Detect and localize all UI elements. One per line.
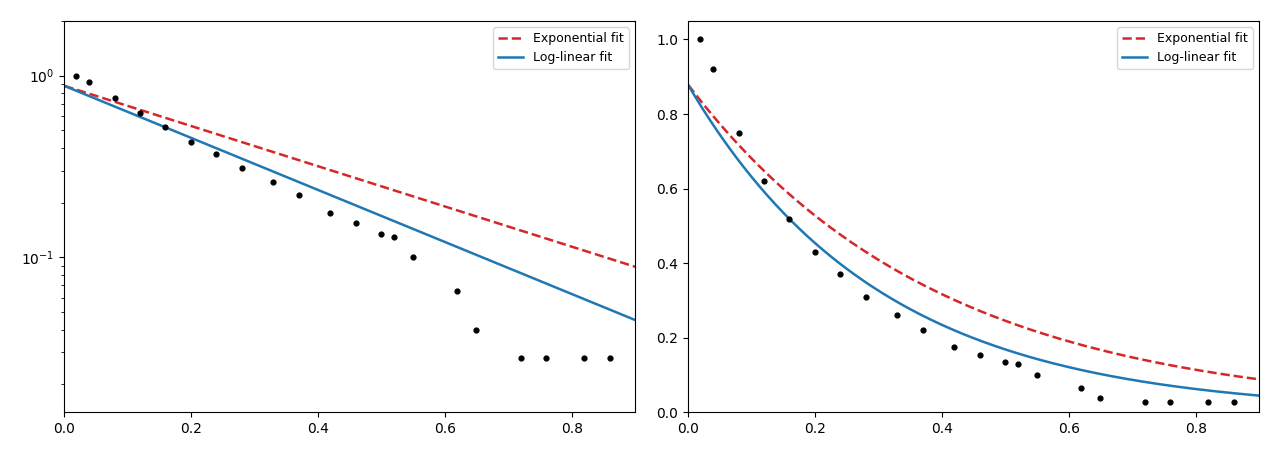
- Point: [575, 354, 595, 361]
- Log-linear fit: [332, 196, 347, 201]
- Point: [447, 287, 467, 295]
- Point: [403, 254, 424, 261]
- Point: [129, 110, 150, 117]
- Point: [887, 312, 908, 319]
- Point: [384, 233, 404, 240]
- Exponential fit: [614, 260, 630, 265]
- Point: [104, 95, 124, 102]
- Exponential fit: [627, 264, 643, 270]
- Point: [1027, 372, 1047, 379]
- Exponential fit: [328, 169, 343, 175]
- Exponential fit: [1148, 360, 1164, 365]
- Point: [1091, 394, 1111, 401]
- Exponential fit: [332, 170, 347, 175]
- Log-linear fit: [627, 317, 643, 323]
- Point: [945, 344, 965, 351]
- Point: [67, 72, 87, 79]
- Exponential fit: [955, 301, 970, 307]
- Point: [855, 293, 876, 301]
- Log-linear fit: [525, 275, 540, 281]
- Exponential fit: [681, 82, 696, 88]
- Exponential fit: [397, 191, 412, 196]
- Exponential fit: [1252, 377, 1267, 382]
- Point: [206, 150, 227, 158]
- Point: [804, 249, 824, 256]
- Log-linear fit: [1148, 381, 1164, 387]
- Log-linear fit: [614, 312, 630, 317]
- Exponential fit: [1238, 375, 1253, 380]
- Point: [754, 178, 774, 185]
- Point: [79, 79, 100, 86]
- Legend: Exponential fit, Log-linear fit: Exponential fit, Log-linear fit: [1117, 27, 1253, 69]
- Point: [703, 66, 723, 73]
- Log-linear fit: [952, 330, 968, 335]
- Exponential fit: [56, 83, 72, 89]
- Line: Exponential fit: Exponential fit: [689, 85, 1260, 379]
- Log-linear fit: [56, 83, 72, 89]
- Point: [288, 191, 308, 199]
- Log-linear fit: [397, 223, 412, 228]
- Point: [232, 165, 252, 172]
- Point: [829, 271, 850, 278]
- Exponential fit: [366, 181, 381, 186]
- Point: [969, 351, 989, 358]
- Point: [536, 354, 557, 361]
- Point: [320, 209, 340, 217]
- Point: [511, 354, 531, 361]
- Point: [1007, 360, 1028, 367]
- Point: [690, 36, 710, 43]
- Point: [1160, 399, 1180, 406]
- Point: [995, 358, 1015, 366]
- Log-linear fit: [681, 83, 696, 88]
- Log-linear fit: [328, 194, 343, 200]
- Log-linear fit: [1238, 392, 1253, 397]
- Line: Log-linear fit: Log-linear fit: [689, 85, 1260, 396]
- Log-linear fit: [955, 331, 970, 337]
- Exponential fit: [525, 231, 540, 237]
- Log-linear fit: [1252, 393, 1267, 399]
- Point: [371, 230, 392, 237]
- Line: Log-linear fit: Log-linear fit: [64, 86, 635, 320]
- Point: [155, 123, 175, 131]
- Point: [728, 129, 749, 136]
- Point: [1071, 384, 1092, 392]
- Exponential fit: [952, 299, 968, 305]
- Point: [913, 327, 933, 334]
- Point: [180, 138, 201, 146]
- Exponential fit: [1020, 326, 1036, 331]
- Point: [346, 219, 366, 226]
- Point: [1198, 399, 1219, 406]
- Point: [780, 215, 800, 222]
- Legend: Exponential fit, Log-linear fit: Exponential fit, Log-linear fit: [493, 27, 628, 69]
- Point: [1224, 399, 1244, 406]
- Log-linear fit: [1020, 354, 1036, 359]
- Line: Exponential fit: Exponential fit: [64, 86, 635, 267]
- Point: [466, 326, 486, 333]
- Log-linear fit: [989, 344, 1005, 350]
- Log-linear fit: [366, 210, 381, 215]
- Point: [599, 354, 620, 361]
- Point: [1134, 399, 1155, 406]
- Point: [262, 178, 283, 186]
- Exponential fit: [989, 315, 1005, 320]
